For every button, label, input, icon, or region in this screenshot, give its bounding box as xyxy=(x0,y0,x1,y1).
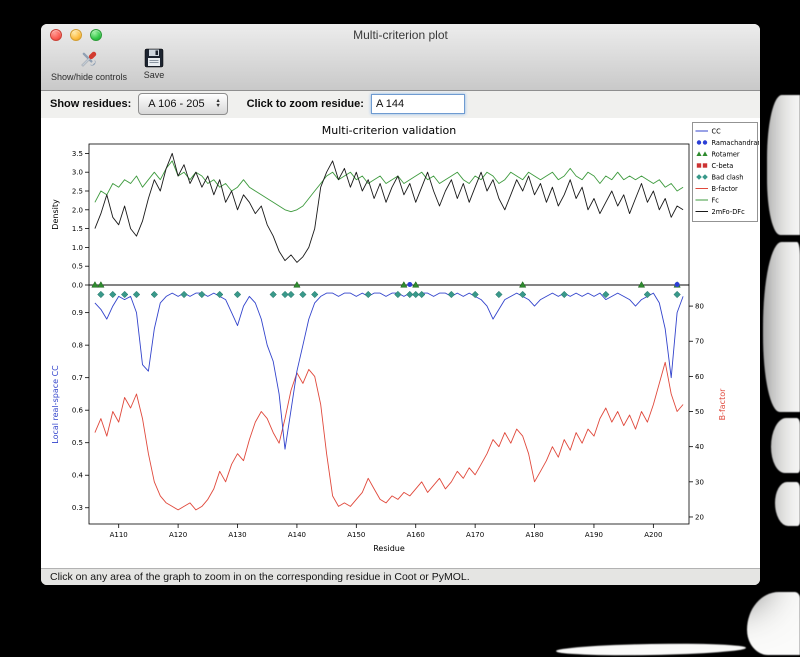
svg-text:1.0: 1.0 xyxy=(71,244,82,252)
svg-text:40: 40 xyxy=(695,443,704,451)
svg-text:A110: A110 xyxy=(109,531,127,539)
svg-text:0.0: 0.0 xyxy=(71,281,82,289)
svg-text:60: 60 xyxy=(695,373,704,381)
show-residues-label: Show residues: xyxy=(50,98,132,111)
svg-text:B-factor: B-factor xyxy=(718,388,727,421)
photo-artifact xyxy=(763,242,800,412)
svg-text:50: 50 xyxy=(695,408,704,416)
svg-text:A140: A140 xyxy=(287,531,305,539)
residue-range-select[interactable]: A 106 - 205 ▲ ▼ xyxy=(138,93,228,116)
status-bar: Click on any area of the graph to zoom i… xyxy=(41,567,760,585)
svg-text:0.7: 0.7 xyxy=(71,374,82,382)
svg-text:0.9: 0.9 xyxy=(71,309,82,317)
show-hide-controls-button[interactable]: Show/hide controls xyxy=(51,47,127,82)
photo-artifact xyxy=(767,95,800,235)
svg-text:Local real-space CC: Local real-space CC xyxy=(51,365,60,444)
window-title: Multi-criterion plot xyxy=(353,28,448,42)
svg-text:20: 20 xyxy=(695,513,704,521)
photo-artifact xyxy=(775,482,800,526)
zoom-button[interactable] xyxy=(90,29,102,41)
svg-text:A190: A190 xyxy=(584,531,602,539)
svg-text:A150: A150 xyxy=(347,531,365,539)
svg-text:A170: A170 xyxy=(466,531,484,539)
svg-text:A120: A120 xyxy=(169,531,187,539)
svg-text:A160: A160 xyxy=(406,531,424,539)
svg-text:A180: A180 xyxy=(525,531,543,539)
controls-row: Show residues: A 106 - 205 ▲ ▼ Click to z… xyxy=(41,91,760,118)
minimize-button[interactable] xyxy=(70,29,82,41)
svg-text:3.0: 3.0 xyxy=(71,169,82,177)
window-chrome: Multi-criterion plot Show/hide controls xyxy=(41,24,760,91)
save-icon xyxy=(144,48,164,68)
validation-figure[interactable]: Multi-criterion validation 0.0 0.5 1.0 1.5 2.… xyxy=(41,117,760,568)
svg-text:A130: A130 xyxy=(228,531,246,539)
svg-text:3.5: 3.5 xyxy=(71,150,82,158)
multi-criterion-plot-window: Multi-criterion plot Show/hide controls xyxy=(41,24,760,585)
svg-text:1.5: 1.5 xyxy=(71,225,82,233)
svg-text:70: 70 xyxy=(695,338,704,346)
svg-text:0.3: 0.3 xyxy=(71,504,82,512)
svg-text:0.4: 0.4 xyxy=(71,472,83,480)
photo-artifact xyxy=(771,418,800,473)
svg-text:2mFo-DFc: 2mFo-DFc xyxy=(711,208,745,216)
svg-text:Fc: Fc xyxy=(711,196,719,204)
svg-text:Residue: Residue xyxy=(373,544,405,553)
svg-text:B-factor: B-factor xyxy=(711,185,738,193)
titlebar[interactable]: Multi-criterion plot xyxy=(41,24,760,46)
zoom-residue-input[interactable] xyxy=(370,94,465,115)
svg-text:0.6: 0.6 xyxy=(71,407,83,415)
tools-icon xyxy=(81,51,97,67)
svg-text:Rotamer: Rotamer xyxy=(711,150,739,158)
svg-text:Bad clash: Bad clash xyxy=(711,173,743,181)
svg-text:80: 80 xyxy=(695,302,704,310)
residue-range-value: A 106 - 205 xyxy=(148,98,205,111)
close-button[interactable] xyxy=(50,29,62,41)
svg-text:0.8: 0.8 xyxy=(71,342,82,350)
show-hide-controls-label: Show/hide controls xyxy=(51,72,128,82)
svg-text:Density: Density xyxy=(51,199,60,230)
photo-artifact xyxy=(747,592,800,655)
toolbar: Show/hide controls Save xyxy=(41,46,760,90)
zoom-residue-label: Click to zoom residue: xyxy=(246,98,364,111)
svg-text:2.5: 2.5 xyxy=(71,187,82,195)
status-text: Click on any area of the graph to zoom i… xyxy=(50,570,470,583)
save-label: Save xyxy=(143,70,165,80)
svg-text:C-beta: C-beta xyxy=(711,162,733,170)
svg-text:2.0: 2.0 xyxy=(71,206,82,214)
svg-text:CC: CC xyxy=(711,127,721,135)
stepper-arrows-icon: ▲ ▼ xyxy=(215,98,221,110)
svg-text:Multi-criterion validation: Multi-criterion validation xyxy=(321,124,456,137)
svg-text:A200: A200 xyxy=(644,531,662,539)
svg-text:Ramachandran: Ramachandran xyxy=(711,139,759,147)
traffic-lights xyxy=(50,29,102,41)
svg-text:0.5: 0.5 xyxy=(71,439,82,447)
svg-text:30: 30 xyxy=(695,478,704,486)
svg-text:0.5: 0.5 xyxy=(71,263,82,271)
save-button[interactable]: Save xyxy=(143,47,165,80)
multi-criterion-chart[interactable]: Multi-criterion validation 0.0 0.5 1.0 1.5 2.… xyxy=(43,118,759,568)
